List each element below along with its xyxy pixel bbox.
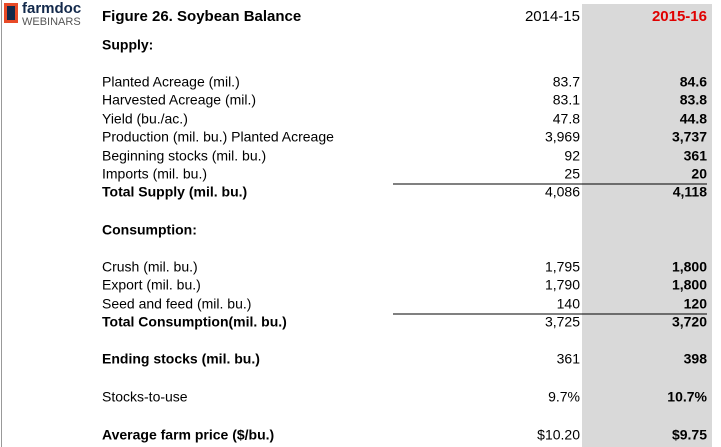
row-label: Average farm price ($/bu.): [102, 427, 274, 443]
title: Figure 26. Soybean Balance: [102, 8, 301, 25]
row-label: Stocks-to-use: [102, 389, 188, 405]
logo-icon-inner: [7, 6, 15, 20]
col1-value: 1,795: [545, 259, 580, 275]
row-label: Beginning stocks (mil. bu.): [102, 148, 266, 164]
col2-value: 398: [684, 351, 708, 367]
col1-header: 2014-15: [525, 8, 580, 25]
row-label: Yield (bu./ac.): [102, 111, 188, 127]
col1-value: 3,725: [545, 314, 580, 330]
row-label: Total Supply (mil. bu.): [102, 184, 247, 200]
row-label: Harvested Acreage (mil.): [102, 92, 256, 108]
logo-sub: WEBINARS: [22, 16, 81, 28]
col2-value: 3,737: [672, 129, 707, 145]
row-label: Export (mil. bu.): [102, 277, 201, 293]
col2-header: 2015-16: [652, 8, 707, 25]
col2-value: 83.8: [680, 92, 707, 108]
col1-value: 361: [557, 351, 581, 367]
row-label: Planted Acreage (mil.): [102, 74, 240, 90]
row-label: Imports (mil. bu.): [102, 166, 207, 182]
col2-value: 20: [691, 166, 707, 182]
row-label: Production (mil. bu.) Planted Acreage: [102, 129, 334, 145]
col2-value: 4,118: [673, 184, 707, 200]
col1-value: $10.20: [537, 427, 580, 443]
row-label: Crush (mil. bu.): [102, 259, 198, 275]
row-label: Supply:: [102, 37, 153, 53]
highlight-column: [582, 4, 712, 447]
col2-value: 10.7%: [667, 389, 707, 405]
col1-value: 1,790: [545, 277, 580, 293]
col2-value: 84.6: [680, 74, 707, 90]
col2-value: 44.8: [680, 111, 707, 127]
row-label: Consumption:: [102, 222, 197, 238]
col1-value: 4,086: [545, 184, 580, 200]
col1-value: 47.8: [553, 111, 580, 127]
col2-value: 1,800: [672, 259, 707, 275]
col1-value: 83.1: [553, 92, 580, 108]
col1-value: 25: [564, 166, 580, 182]
col1-value: 9.7%: [548, 389, 580, 405]
row-label: Seed and feed (mil. bu.): [102, 296, 251, 312]
col2-value: 361: [684, 148, 708, 164]
col2-value: 120: [684, 296, 708, 312]
col1-value: 92: [564, 148, 580, 164]
col2-value: 1,800: [672, 277, 707, 293]
col2-value: $9.75: [672, 427, 707, 443]
logo-brand: farmdoc: [22, 0, 81, 17]
col2-value: 3,720: [672, 314, 707, 330]
row-label: Ending stocks (mil. bu.): [102, 351, 260, 367]
col1-value: 140: [557, 296, 581, 312]
col1-value: 3,969: [545, 129, 580, 145]
row-label: Total Consumption(mil. bu.): [102, 314, 287, 330]
col1-value: 83.7: [553, 74, 580, 90]
